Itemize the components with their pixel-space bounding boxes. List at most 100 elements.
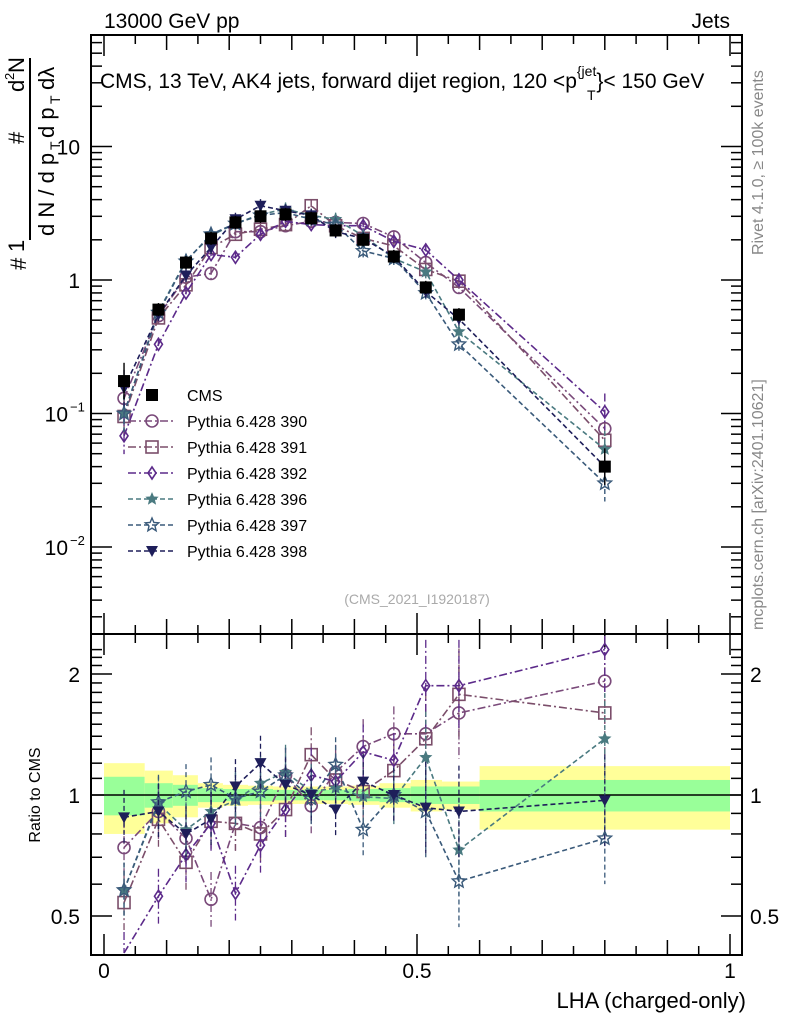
analysis-id-label: (CMS_2021_I1920187) xyxy=(344,591,490,607)
ratio-y-tick-label: 2 xyxy=(68,664,80,687)
main-y-tick-exponent: −2 xyxy=(70,533,85,548)
data-point xyxy=(205,242,218,254)
data-point xyxy=(450,335,468,352)
data-point xyxy=(420,242,431,258)
ratio-point xyxy=(450,872,468,889)
legend-marker xyxy=(145,492,159,505)
legend-label: Pythia 6.428 398 xyxy=(187,544,307,561)
svg-text:CMS, 13 TeV, AK4 jets, forward: CMS, 13 TeV, AK4 jets, forward dijet reg… xyxy=(100,63,704,93)
data-point xyxy=(255,226,266,242)
ratio-y-tick-label: 1 xyxy=(68,785,80,808)
legend-label: Pythia 6.428 392 xyxy=(187,466,307,483)
ratio-point xyxy=(596,829,614,846)
ratio-line xyxy=(123,648,605,954)
data-point xyxy=(357,233,370,246)
main-y-axis-label: # 1 d N / d p T # d p T d 2 N dλ xyxy=(2,57,63,270)
svg-text:dλ: dλ xyxy=(34,67,59,90)
series-pythia-6-428-397 xyxy=(115,203,614,502)
x-tick-label: 0 xyxy=(98,960,110,983)
svg-text:T: T xyxy=(587,87,596,103)
legend-entry-pythia-6-428-397: Pythia 6.428 397 xyxy=(128,516,307,535)
data-point xyxy=(180,256,193,269)
data-point xyxy=(152,303,165,316)
ratio-point xyxy=(598,731,612,745)
data-point xyxy=(452,308,465,321)
mcplots-reference-label: mcplots.cern.ch [arXiv:2401.10621] xyxy=(750,379,767,630)
series-cms xyxy=(118,207,611,485)
ratio-point xyxy=(152,806,165,818)
ratio-point xyxy=(202,775,220,792)
ratio-point xyxy=(153,888,164,904)
main-y-tick-label: 1 xyxy=(68,270,80,293)
ratio-point xyxy=(329,804,342,816)
data-point xyxy=(305,212,318,225)
x-axis: 0 0.5 1 xyxy=(98,36,736,983)
legend: CMS Pythia 6.428 390 Pythia 6.428 391 Pythi… xyxy=(128,388,307,561)
svg-text:N: N xyxy=(4,57,29,73)
ratio-y-axis-label: Ratio to CMS xyxy=(27,747,44,842)
data-point xyxy=(180,270,193,282)
ratio-point xyxy=(230,885,241,901)
data-point xyxy=(419,264,433,278)
ratio-point xyxy=(279,779,292,791)
ratio-y-tick-label-right: 1 xyxy=(750,785,762,808)
legend-marker xyxy=(146,546,158,557)
legend-marker xyxy=(147,465,157,481)
ratio-point xyxy=(452,806,465,818)
ratio-point xyxy=(388,752,399,768)
data-point xyxy=(204,266,218,281)
ratio-series-pythia-6-428-398 xyxy=(118,735,611,862)
data-point xyxy=(118,375,131,388)
svg-text:#: # xyxy=(4,131,29,144)
svg-text:d N / d p: d N / d p xyxy=(34,153,59,236)
plot-title: CMS, 13 TeV, AK4 jets, forward dijet reg… xyxy=(100,63,704,103)
main-series-layer xyxy=(115,198,614,502)
data-point xyxy=(115,404,133,421)
data-point xyxy=(329,224,342,237)
header-process-label: Jets xyxy=(691,10,730,33)
legend-marker xyxy=(145,440,159,454)
ratio-point xyxy=(205,814,218,826)
data-point xyxy=(419,281,432,294)
ratio-point xyxy=(255,837,266,853)
ratio-point xyxy=(354,820,372,837)
ratio-point xyxy=(419,802,432,814)
ratio-plot-frame xyxy=(90,633,743,956)
ratio-point xyxy=(118,812,131,824)
main-y-tick-label: 10 xyxy=(45,404,68,427)
data-point xyxy=(181,285,191,301)
legend-label: Pythia 6.428 391 xyxy=(187,440,307,457)
data-point xyxy=(387,250,400,263)
legend-marker xyxy=(145,414,159,428)
legend-label: Pythia 6.428 397 xyxy=(187,518,307,535)
ratio-point xyxy=(357,776,370,788)
data-point xyxy=(153,336,164,352)
ratio-point xyxy=(327,755,345,772)
ratio-point xyxy=(305,790,318,801)
ratio-point xyxy=(278,765,293,778)
ratio-point xyxy=(598,795,611,807)
ratio-point xyxy=(387,790,400,801)
legend-entry-pythia-6-428-390: Pythia 6.428 390 xyxy=(128,414,307,431)
legend-label: CMS xyxy=(187,388,223,405)
ratio-point xyxy=(453,678,464,694)
x-tick-label: 0.5 xyxy=(402,960,431,983)
legend-label: Pythia 6.428 396 xyxy=(187,492,307,509)
data-point xyxy=(596,474,614,491)
ratio-point xyxy=(599,642,610,658)
main-y-tick-label: 10 xyxy=(45,537,68,560)
x-axis-label: LHA (charged-only) xyxy=(556,988,746,1013)
ratio-point xyxy=(177,782,195,799)
ratio-point xyxy=(180,828,193,840)
main-y-tick-label: 10 xyxy=(57,137,80,160)
svg-text:#: # xyxy=(6,257,31,270)
ratio-point xyxy=(115,881,133,898)
ratio-point xyxy=(280,802,291,817)
series-line xyxy=(123,220,606,437)
data-point xyxy=(453,272,464,288)
series-line xyxy=(123,220,606,430)
data-point xyxy=(598,460,611,473)
svg-text:d: d xyxy=(4,80,29,92)
data-point xyxy=(279,208,292,221)
